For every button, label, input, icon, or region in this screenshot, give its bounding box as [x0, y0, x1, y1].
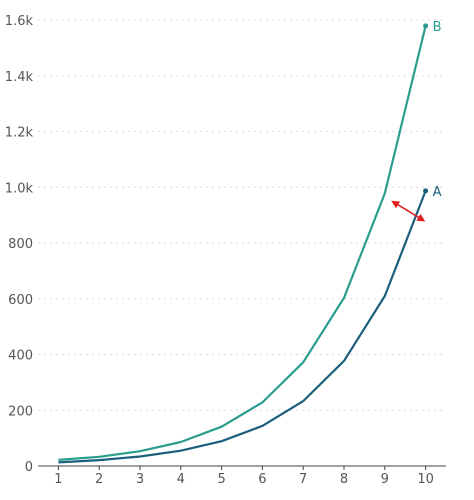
- x-tick-label: 3: [136, 472, 144, 487]
- y-tick-label: 0: [25, 460, 33, 475]
- y-tick-label: 400: [8, 349, 33, 364]
- x-tick-label: 7: [299, 472, 307, 487]
- axes: 0 200 400 600 800 1.0k 1.2k 1.4k 1.6k 1 2 3 4 5 6 7 8 9 10: [5, 14, 446, 487]
- series-line-b: [58, 25, 427, 461]
- series-label-b: B: [433, 20, 442, 35]
- x-tick-label: 4: [177, 472, 185, 487]
- x-tick-label: 6: [258, 472, 266, 487]
- series-group: AB: [58, 20, 442, 464]
- grid-lines: [38, 19, 446, 411]
- series-label-a: A: [433, 185, 442, 200]
- y-tick-label: 1.4k: [5, 70, 34, 85]
- x-tick-label: 8: [340, 472, 348, 487]
- x-tick-label: 9: [381, 472, 389, 487]
- y-tick-label: 200: [8, 404, 33, 419]
- y-tick-label: 1.2k: [5, 126, 34, 141]
- series-end-point-b: [423, 23, 429, 29]
- x-tick-label: 10: [417, 472, 434, 487]
- y-tick-label: 1.6k: [5, 14, 34, 29]
- x-tick-label: 5: [217, 472, 225, 487]
- series-end-point-a: [423, 188, 429, 194]
- x-tick-label: 2: [95, 472, 103, 487]
- x-tick-label: 1: [54, 472, 62, 487]
- difference-arrow: [391, 200, 426, 222]
- y-tick-label: 800: [8, 237, 33, 252]
- series-line-a: [58, 190, 427, 464]
- y-tick-label: 600: [8, 293, 33, 308]
- y-tick-label: 1.0k: [5, 181, 34, 196]
- annotation-group: [391, 200, 426, 222]
